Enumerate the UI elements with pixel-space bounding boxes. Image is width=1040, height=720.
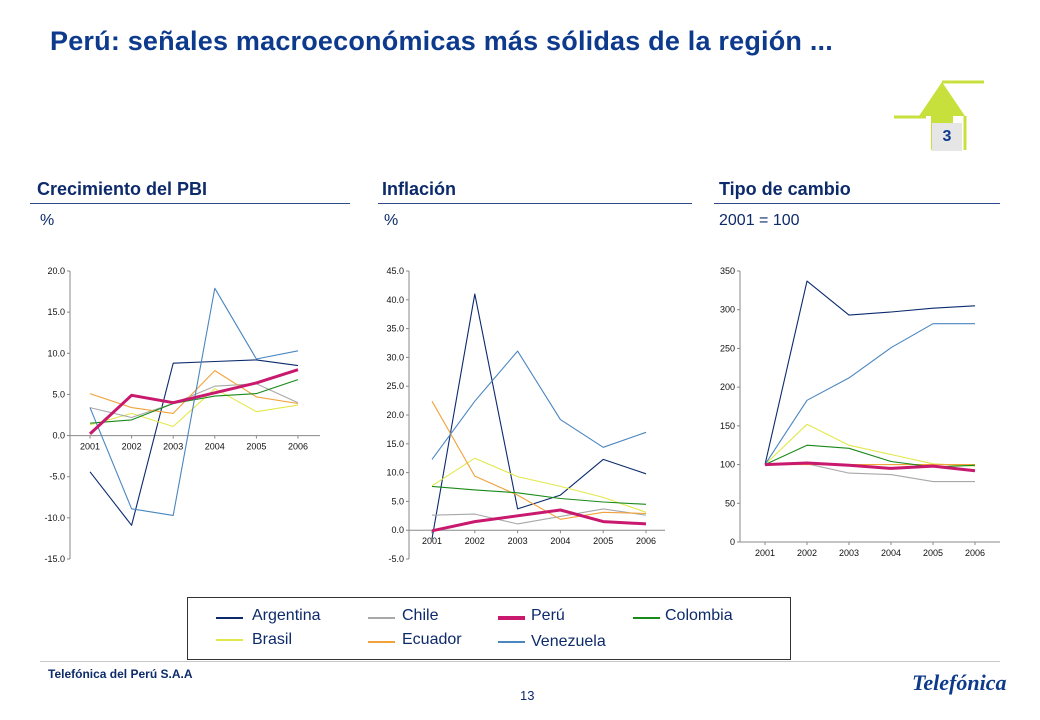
x-tick-label: 2004 — [881, 548, 901, 558]
y-tick-label: 0 — [730, 537, 735, 547]
y-tick-label: -15.0 — [44, 554, 65, 564]
unit-inflacion: % — [384, 212, 399, 229]
series-line-chile — [431, 508, 647, 525]
x-tick-label: 2004 — [550, 536, 570, 546]
y-tick-label: -10.0 — [44, 513, 65, 523]
slide-title: Perú: señales macroeconómicas más sólida… — [50, 26, 833, 56]
x-tick-label: 2001 — [422, 536, 442, 546]
x-tick-label: 2002 — [797, 548, 817, 558]
y-tick-label: 150 — [720, 421, 735, 431]
section-badge-arrow-icon — [894, 80, 984, 150]
x-tick-label: 2004 — [205, 442, 225, 452]
y-tick-label: 250 — [720, 343, 735, 353]
y-tick-label: 5.0 — [52, 389, 65, 399]
unit-pbi: % — [40, 212, 55, 229]
legend-label-chile: Chile — [402, 607, 439, 624]
legend-swatch-colombia — [633, 617, 660, 619]
legend-label-argentina: Argentina — [252, 607, 321, 624]
y-tick-label: 40.0 — [386, 295, 404, 305]
series-line-peru — [764, 461, 976, 473]
y-tick-label: 30.0 — [386, 352, 404, 362]
series-line-chile — [89, 383, 299, 419]
x-tick-label: 2003 — [508, 536, 528, 546]
series-line-peru — [431, 508, 647, 533]
x-tick-label: 2005 — [593, 536, 613, 546]
y-tick-label: 20.0 — [386, 410, 404, 420]
series-line-argentina — [89, 359, 299, 526]
series-line-venezuela — [89, 287, 299, 516]
y-tick-label: 10.0 — [47, 348, 65, 358]
x-tick-label: 2005 — [246, 442, 266, 452]
y-tick-label: -5.0 — [49, 472, 65, 482]
x-tick-label: 2006 — [965, 548, 985, 558]
series-line-venezuela — [764, 323, 975, 465]
page-number: 13 — [520, 688, 535, 703]
x-tick-label: 2001 — [80, 442, 100, 452]
y-tick-label: -5.0 — [388, 554, 404, 564]
legend-label-colombia: Colombia — [665, 607, 733, 624]
series-line-brasil — [764, 423, 976, 467]
x-tick-label: 2002 — [122, 442, 142, 452]
legend-label-brasil: Brasil — [252, 631, 293, 648]
series-line-colombia — [431, 485, 647, 505]
series-line-peru — [88, 368, 299, 435]
y-tick-label: 5.0 — [391, 496, 404, 506]
chart-title-tipo-cambio: Tipo de cambio — [719, 179, 851, 199]
x-tick-label: 2005 — [923, 548, 943, 558]
legend-swatch-ecuador — [368, 641, 395, 643]
legend-swatch-brasil — [216, 639, 243, 641]
x-tick-label: 2001 — [755, 548, 775, 558]
y-tick-label: 350 — [720, 266, 735, 276]
y-tick-label: 25.0 — [386, 381, 404, 391]
x-tick-label: 2006 — [288, 442, 308, 452]
x-tick-label: 2002 — [465, 536, 485, 546]
y-tick-label: 35.0 — [386, 324, 404, 334]
series-line-argentina — [431, 293, 647, 539]
legend-label-peru: Perú — [531, 607, 565, 624]
series-line-ecuador — [89, 370, 299, 414]
rule-inflacion — [378, 203, 692, 204]
legend-swatch-argentina — [216, 617, 243, 619]
y-tick-label: 100 — [720, 460, 735, 470]
x-tick-label: 2003 — [163, 442, 183, 452]
chart-legend: Argentina Chile Perú Colombia Brasil Ecu… — [187, 597, 791, 660]
x-tick-label: 2003 — [839, 548, 859, 558]
telefonica-logo: Telefónica — [912, 670, 1007, 695]
rule-pbi — [30, 203, 350, 204]
y-tick-label: 45.0 — [386, 266, 404, 276]
section-badge: 3 — [932, 123, 962, 151]
rule-tipo-cambio — [714, 203, 1000, 204]
series-line-venezuela — [431, 350, 647, 460]
series-line-ecuador — [431, 400, 647, 520]
y-tick-label: 15.0 — [47, 307, 65, 317]
y-tick-label: 15.0 — [386, 439, 404, 449]
company-name: Telefónica del Perú S.A.A — [48, 667, 193, 681]
legend-swatch-peru — [498, 616, 525, 620]
y-tick-label: 50 — [725, 498, 735, 508]
series-line-argentina — [764, 280, 976, 465]
y-tick-label: 0.0 — [52, 431, 65, 441]
legend-label-ecuador: Ecuador — [402, 631, 462, 648]
legend-label-venezuela: Venezuela — [531, 633, 606, 650]
x-tick-label: 2006 — [636, 536, 656, 546]
legend-swatch-venezuela — [498, 641, 525, 643]
chart-title-inflacion: Inflación — [382, 179, 457, 199]
legend-swatch-chile — [368, 617, 395, 619]
y-tick-label: 10.0 — [386, 468, 404, 478]
y-tick-label: 200 — [720, 382, 735, 392]
y-tick-label: 0.0 — [391, 525, 404, 535]
chart-title-pbi: Crecimiento del PBI — [37, 179, 208, 199]
y-tick-label: 20.0 — [47, 266, 65, 276]
footer-divider — [40, 661, 1000, 662]
unit-tipo-cambio: 2001 = 100 — [719, 212, 800, 229]
y-tick-label: 300 — [720, 305, 735, 315]
